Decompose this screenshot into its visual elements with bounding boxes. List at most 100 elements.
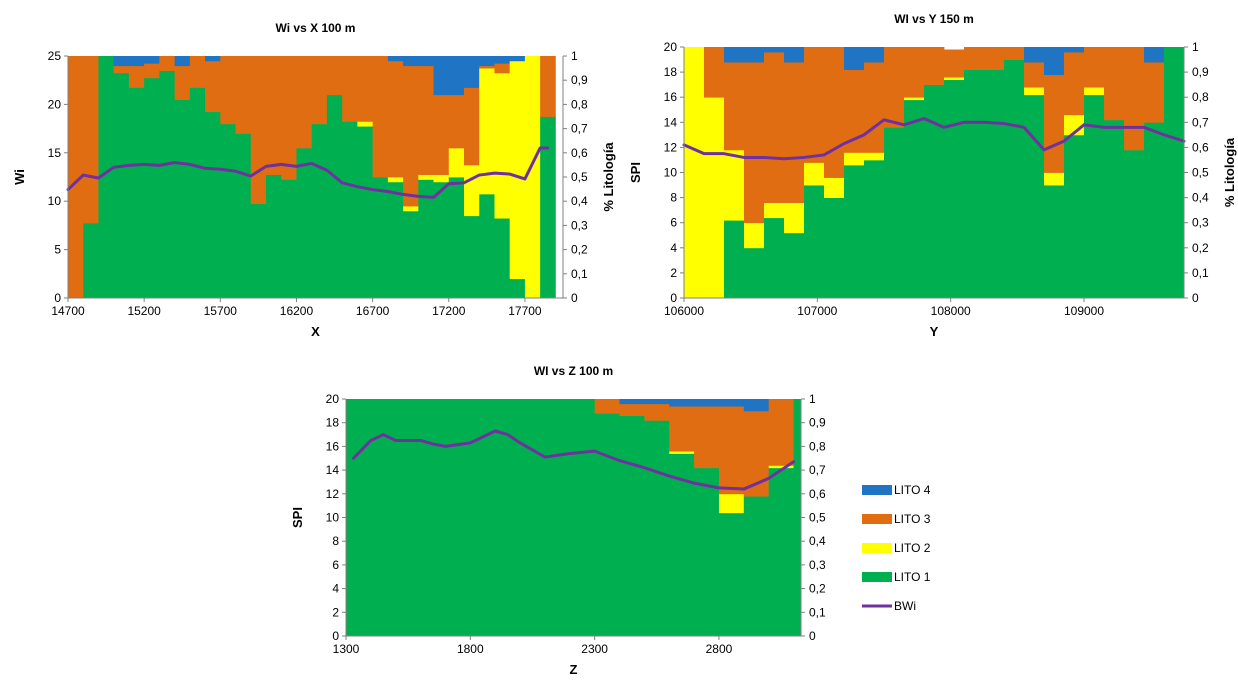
y-axis-label: SPI: [290, 507, 305, 528]
y2-tick-label: 0,4: [1192, 191, 1209, 205]
bar-lito1-107650: [904, 99, 925, 299]
y2-tick-label: 0,1: [1192, 266, 1209, 280]
bar-lito1-17200: [448, 177, 465, 299]
bar-lito3-108850: [1064, 52, 1085, 116]
y-axis-label: Wi: [12, 169, 27, 185]
y2-tick-label: 0,6: [1192, 140, 1209, 154]
lithology-bars: [684, 47, 1185, 299]
bar-lito4-108850: [1064, 47, 1085, 53]
y-axis-label: SPI: [628, 162, 643, 183]
bar-lito2-106900: [804, 162, 825, 186]
bar-lito3-15300: [159, 56, 176, 71]
bar-lito1-16400: [326, 94, 343, 299]
bar-lito1-2000: [520, 399, 546, 637]
y2-tick-label: 0,4: [571, 194, 588, 208]
bar-lito1-109600: [1164, 47, 1185, 299]
bar-lito1-16500: [342, 121, 358, 299]
x-tick-label: 16700: [356, 304, 390, 318]
bar-lito1-15600: [205, 111, 221, 299]
bar-lito3-16500: [342, 56, 358, 122]
y2-tick-label: 0,8: [809, 439, 826, 453]
bar-lito1-2500: [644, 420, 670, 637]
chart-wi-vs-x: Wi vs X 100 m 0 5 10 15 20 25 0 0,1 0,2 0,3 0,4 0,5 0…: [12, 21, 616, 339]
legend-swatch-lito3: [862, 514, 892, 524]
x-axis-label: X: [311, 324, 320, 339]
bar-lito2-108550: [1024, 87, 1045, 96]
y-tick-label: 0: [670, 291, 677, 305]
bar-lito2-108700: [1044, 172, 1065, 186]
bar-lito4-2900: [743, 399, 770, 412]
bar-lito1-15300: [159, 70, 176, 299]
x-axis-label: Y: [930, 324, 939, 339]
y2-tick-label: 0,3: [571, 218, 588, 232]
bar-lito3-14700: [68, 56, 84, 299]
bwi-line: [351, 429, 796, 491]
bar-lito3-108100: [964, 47, 985, 70]
bar-lito2-16600: [357, 121, 374, 127]
bar-lito2-107650: [904, 97, 925, 101]
bar-lito1-16700: [372, 177, 389, 299]
bar-lito1-107500: [884, 127, 905, 299]
bar-lito4-15000: [113, 56, 130, 67]
legend-label: LITO 2: [894, 541, 931, 555]
bar-lito4-16800: [387, 56, 404, 62]
bar-lito3-15500: [189, 56, 206, 88]
bar-lito1-2700: [694, 467, 720, 637]
bar-lito3-16300: [311, 56, 328, 125]
bar-lito2-107950: [944, 77, 965, 81]
bar-lito2-17400: [479, 68, 495, 195]
x-tick-label: 1800: [457, 642, 484, 656]
bar-lito4-15400: [174, 56, 191, 67]
bar-lito4-15600: [205, 56, 221, 62]
bar-lito4-17500: [494, 56, 511, 64]
bar-lito1-17500: [494, 218, 511, 299]
bar-lito1-2100: [544, 399, 571, 637]
bar-lito3-17500: [494, 63, 511, 74]
bar-lito3-107650: [904, 47, 925, 98]
bar-lito3-15900: [250, 56, 267, 205]
bar-lito2-106300: [724, 149, 745, 221]
x-tick-label: 14700: [51, 304, 85, 318]
bar-lito3-15000: [113, 65, 130, 74]
x-tick-label: 2800: [706, 642, 733, 656]
bar-lito2-17600: [509, 60, 526, 280]
bar-lito3-2600: [669, 406, 695, 452]
bar-lito1-2900: [743, 496, 770, 637]
bar-lito1-1800: [470, 399, 496, 637]
bar-lito3-109300: [1124, 47, 1145, 151]
bar-lito1-2200: [569, 399, 596, 637]
bar-lito4-2400: [619, 399, 645, 405]
bar-lito3-2800: [718, 406, 745, 495]
y2-tick-label: 0,8: [1192, 90, 1209, 104]
y-tick-label: 16: [664, 90, 678, 104]
y2-tick-label: 1: [571, 49, 578, 63]
bar-lito2-16800: [387, 177, 404, 183]
y-tick-label: 8: [670, 191, 677, 205]
bar-lito1-17100: [433, 181, 450, 299]
bar-lito4-2700: [694, 399, 720, 407]
y-tick-label: 14: [326, 463, 340, 477]
bar-lito1-14900: [98, 56, 115, 299]
bar-lito1-109450: [1144, 122, 1165, 299]
bar-lito3-15200: [144, 63, 160, 79]
bar-lito1-16200: [296, 147, 313, 299]
bar-lito4-16900: [403, 56, 419, 67]
bar-lito3-17100: [433, 94, 450, 175]
y-tick-label: 20: [326, 392, 340, 406]
x-tick-label: 109000: [1064, 304, 1104, 318]
bar-lito3-106150: [704, 47, 725, 98]
bar-lito1-15000: [113, 72, 130, 299]
y2-tick-label: 0,1: [571, 267, 588, 281]
legend-item-lito3: LITO 3: [862, 512, 931, 526]
x-tick-label: 106000: [664, 304, 704, 318]
bar-lito3-17300: [464, 87, 480, 166]
bar-lito3-15400: [174, 65, 191, 100]
y-tick-label: 8: [332, 534, 339, 548]
y2-tick-label: 0,5: [571, 170, 588, 184]
bar-lito1-15100: [128, 87, 145, 299]
bar-lito2-17000: [418, 174, 434, 180]
bar-lito3-15600: [205, 60, 221, 113]
bar-lito3-15800: [235, 56, 252, 134]
bar-lito1-108550: [1024, 94, 1045, 299]
